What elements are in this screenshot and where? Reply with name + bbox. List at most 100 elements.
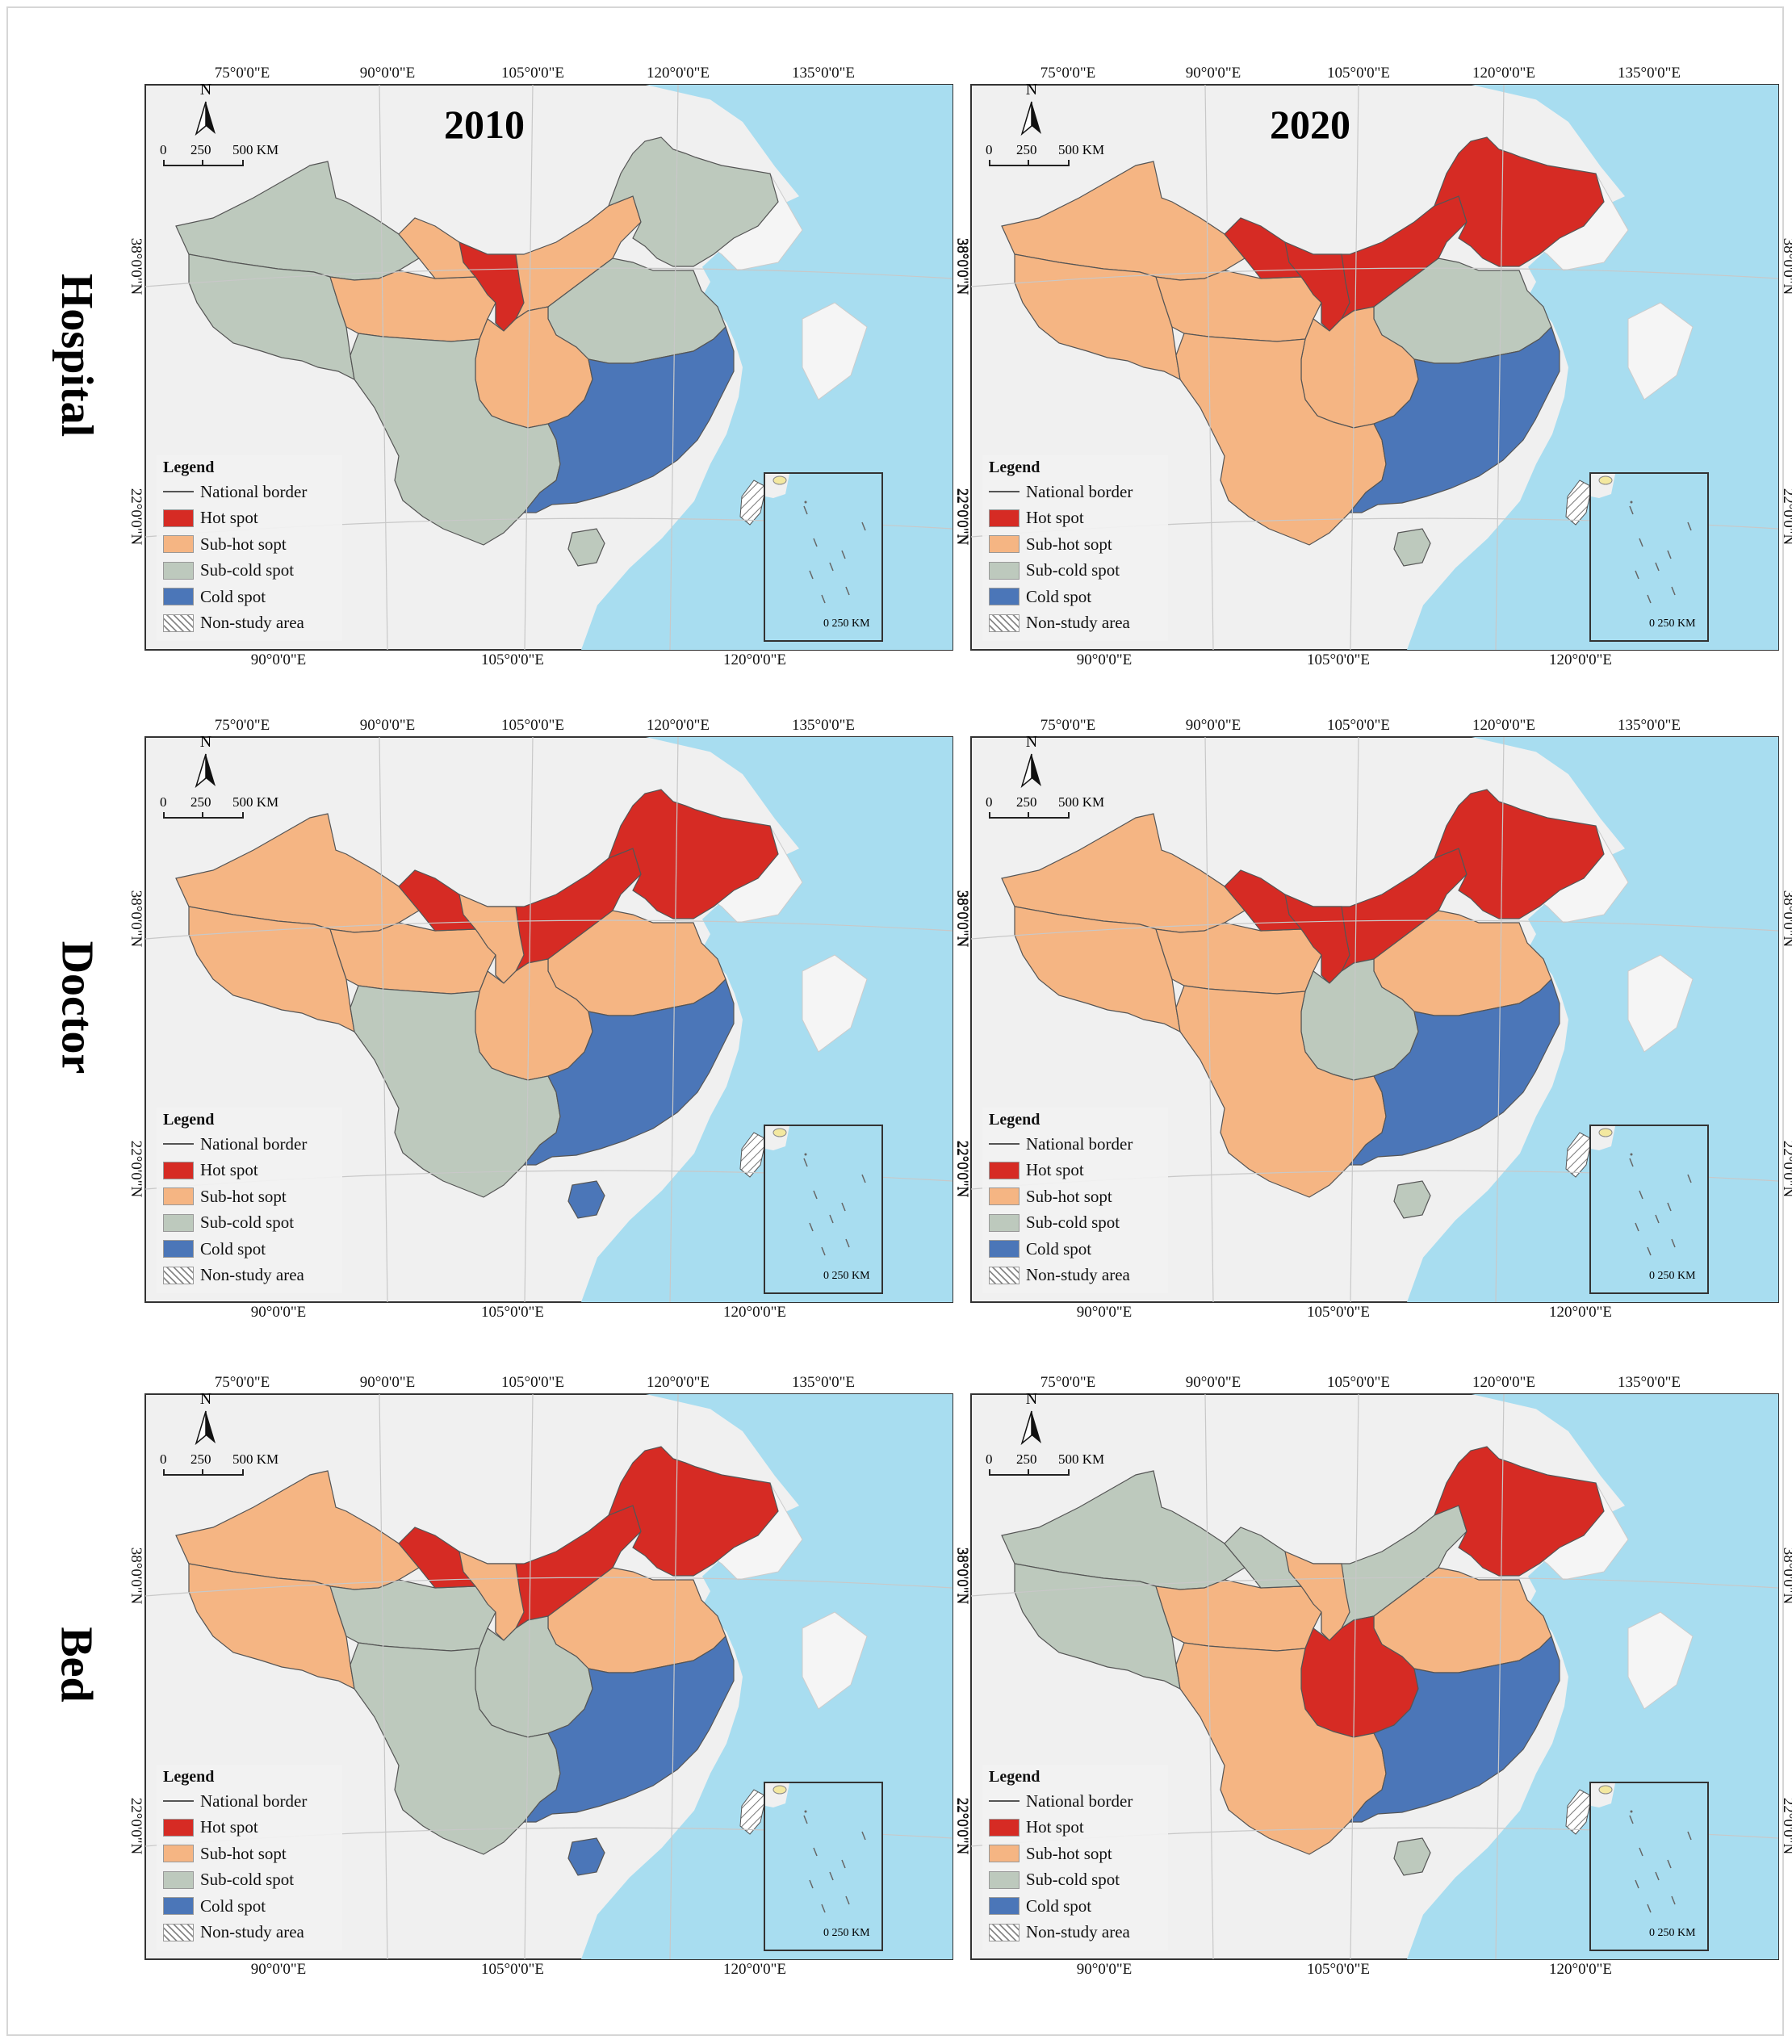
legend-swatch xyxy=(989,1800,1020,1803)
scale-label: 500 KM xyxy=(1058,794,1105,810)
legend-label: Sub-hot sopt xyxy=(1026,534,1112,554)
legend-swatch xyxy=(989,614,1020,632)
longitude-label-top: 75°0'0"E xyxy=(1040,1374,1096,1391)
region-northeast xyxy=(1433,1446,1605,1577)
legend-swatch xyxy=(989,1213,1020,1232)
legend-swatch xyxy=(163,1240,194,1259)
legend-title: Legend xyxy=(163,459,215,476)
legend-label: National border xyxy=(200,1791,308,1811)
legend-item: Cold spot xyxy=(163,584,336,610)
row-label-hospital: Hospital xyxy=(52,273,103,438)
legend-label: Hot spot xyxy=(1026,508,1084,528)
latitude-label: 22°0'0"N xyxy=(128,488,144,546)
north-arrow-icon xyxy=(1020,1410,1041,1446)
longitude-label-top: 135°0'0"E xyxy=(1618,65,1681,82)
legend-swatch xyxy=(989,1818,1020,1837)
latitude-label: 38°0'0"N xyxy=(1780,890,1792,948)
non-study-area xyxy=(739,1132,767,1178)
scale-label: 0 xyxy=(160,1451,167,1467)
legend-swatch xyxy=(163,588,194,606)
region-qinghai xyxy=(329,922,496,995)
legend-label: Cold spot xyxy=(1026,1895,1092,1916)
legend-label: Hot spot xyxy=(1026,1160,1084,1180)
scale-label: 500 KM xyxy=(232,142,279,157)
legend-item: Sub-cold spot xyxy=(163,1867,336,1894)
north-arrow-icon xyxy=(195,101,216,136)
legend-swatch xyxy=(989,1923,1020,1941)
region-west xyxy=(1014,253,1181,381)
longitude-label-top: 105°0'0"E xyxy=(1327,1374,1390,1391)
non-study-area xyxy=(739,1789,767,1835)
legend-title: Legend xyxy=(989,459,1040,476)
legend: Legend National border Hot spot Sub-hot sop… xyxy=(982,1765,1168,1950)
longitude-label-bottom: 90°0'0"E xyxy=(250,1304,307,1321)
legend-label: Hot spot xyxy=(1026,1817,1084,1837)
legend-swatch xyxy=(989,1897,1020,1916)
longitude-label-bottom: 105°0'0"E xyxy=(1307,1961,1370,1978)
region-west xyxy=(1014,1563,1181,1690)
latitude-label: 38°0'0"N xyxy=(953,237,970,295)
scale-label: 250 xyxy=(191,142,211,157)
region-gansu-ningxia xyxy=(1284,1550,1350,1641)
latitude-label: 38°0'0"N xyxy=(128,890,144,948)
legend-item: Cold spot xyxy=(163,1893,336,1920)
longitude-label-bottom: 90°0'0"E xyxy=(1076,1961,1133,1978)
latitude-label: 38°0'0"N xyxy=(1780,237,1792,295)
legend-label: Non-study area xyxy=(1026,1922,1130,1942)
latitude-label: 38°0'0"N xyxy=(953,890,970,948)
legend-swatch xyxy=(989,588,1020,606)
legend-swatch xyxy=(989,1143,1020,1146)
legend-item: National border xyxy=(989,479,1162,505)
latitude-label: 22°0'0"N xyxy=(1780,488,1792,546)
legend-item: Non-study area xyxy=(989,1263,1162,1289)
scale-label: 250 xyxy=(1016,142,1037,157)
legend-label: Hot spot xyxy=(200,1817,258,1837)
legend-item: Hot spot xyxy=(989,1815,1162,1841)
legend-item: Non-study area xyxy=(163,610,336,637)
longitude-label-top: 105°0'0"E xyxy=(1327,65,1390,82)
longitude-label-top: 135°0'0"E xyxy=(1618,717,1681,734)
longitude-label-bottom: 105°0'0"E xyxy=(1307,651,1370,668)
longitude-label-bottom: 90°0'0"E xyxy=(250,1961,307,1978)
longitude-label-bottom: 105°0'0"E xyxy=(481,1961,544,1978)
longitude-label-top: 90°0'0"E xyxy=(1185,717,1241,734)
legend-label: Sub-cold spot xyxy=(1026,560,1120,580)
legend-item: Non-study area xyxy=(989,1920,1162,1946)
south-china-sea-inset: 0 250 KM xyxy=(764,1782,883,1951)
inset-scale-label: 0 250 KM xyxy=(1649,1270,1696,1282)
legend-label: Sub-hot sopt xyxy=(1026,1186,1112,1206)
figure-frame xyxy=(6,6,1784,2036)
legend-item: Sub-cold spot xyxy=(989,558,1162,584)
legend-label: Sub-hot sopt xyxy=(200,1843,287,1863)
north-arrow-icon xyxy=(1020,753,1041,789)
legend-item: Hot spot xyxy=(163,505,336,532)
row-label-doctor: Doctor xyxy=(52,940,102,1074)
inset-scale-label: 0 250 KM xyxy=(823,1927,870,1939)
legend-item: Hot spot xyxy=(989,505,1162,532)
longitude-label-top: 105°0'0"E xyxy=(1327,717,1390,734)
legend-swatch xyxy=(163,1187,194,1206)
legend-item: Sub-cold spot xyxy=(163,558,336,584)
region-gansu-ningxia xyxy=(458,241,525,332)
region-qinghai xyxy=(1155,922,1322,995)
legend-item: Sub-cold spot xyxy=(989,1210,1162,1237)
latitude-label: 22°0'0"N xyxy=(128,1797,144,1855)
non-study-area xyxy=(739,480,767,526)
region-west xyxy=(188,253,355,381)
region-southeast xyxy=(1348,1635,1560,1823)
longitude-label-top: 135°0'0"E xyxy=(792,65,855,82)
longitude-label-bottom: 120°0'0"E xyxy=(723,651,786,668)
legend-label: Cold spot xyxy=(200,1895,266,1916)
legend-label: National border xyxy=(200,481,308,501)
legend-label: Cold spot xyxy=(200,586,266,606)
legend-label: Non-study area xyxy=(200,1265,304,1285)
legend-title: Legend xyxy=(989,1768,1040,1786)
region-gansu-ningxia xyxy=(1284,893,1350,984)
latitude-label: 38°0'0"N xyxy=(1780,1547,1792,1605)
legend-item: Sub-hot sopt xyxy=(989,1183,1162,1210)
scale-label: 250 xyxy=(1016,1451,1037,1467)
longitude-label-bottom: 105°0'0"E xyxy=(481,651,544,668)
latitude-label: 38°0'0"N xyxy=(128,237,144,295)
latitude-label: 22°0'0"N xyxy=(128,1140,144,1198)
longitude-label-top: 90°0'0"E xyxy=(359,1374,416,1391)
